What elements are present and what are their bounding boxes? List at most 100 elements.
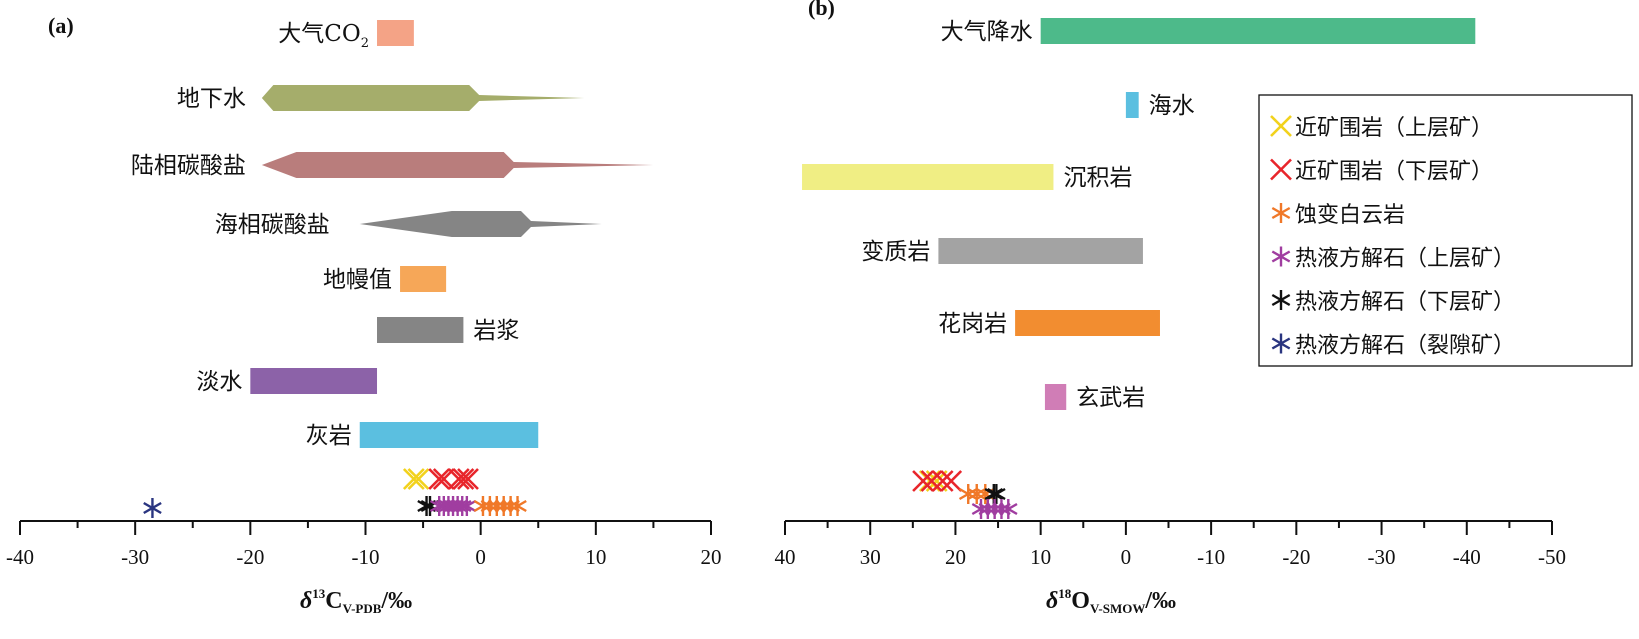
range-label-text: 沉积岩 [1063,165,1132,191]
legend-marker [1271,246,1291,267]
x-tick-label: 20 [945,545,966,569]
x-tick-label: -30 [121,545,149,569]
legend-label: 热液方解石（裂隙矿） [1295,334,1515,359]
legend-marker [1271,333,1291,354]
range-4: 地幔值 [323,266,447,293]
x-label-element: O [1071,588,1090,614]
range-bar [377,317,464,343]
range-7: 灰岩 [306,422,539,449]
legend-label: 蚀变白云岩 [1295,203,1405,228]
sample-marker [931,470,954,492]
range-label: 大气降水 [941,19,1033,45]
range-label: 沉积岩 [1063,165,1132,191]
range-3: 变质岩 [861,238,1143,265]
sample-marker [457,468,479,490]
range-label-text: 地下水 [177,86,246,112]
range-bar [1125,92,1139,118]
legend-label: 热液方解石（下层矿） [1295,290,1515,315]
range-1: 海水 [1125,92,1195,119]
panel-a: (a) -40 -30 -20 -10 0 10 20 δ13CV-PDB/‰ 大气CO2 地下水陆… [6,13,722,616]
legend-label: 近矿围岩（下层矿） [1295,160,1493,185]
x-tick-label: 0 [1121,545,1132,569]
range-label: 岩浆 [473,318,519,344]
range-label-sub: 2 [361,36,369,51]
x-label-sub: V-SMOW [1090,601,1145,616]
sample-marker [402,468,425,490]
range-label-text: 玄武岩 [1076,385,1145,411]
range-label: 花岗岩 [938,311,1007,337]
legend-marker [1271,290,1291,310]
x-tick-label: 10 [1030,545,1051,569]
sample-marker [912,470,934,492]
range-label: 海相碳酸盐 [215,212,330,238]
range-bar [802,164,1054,190]
range-4: 花岗岩 [938,310,1160,337]
x-axis-label: δ13CV-PDB/‰ [300,586,412,616]
panel-b: (b) 40 30 20 10 0 -10 -20 -30 -40 -50 δ18OV-SMOW/‰ 大… [775,0,1633,616]
range-2: 陆相碳酸盐 [131,152,654,179]
range-bar [400,266,447,292]
range-spindle [261,85,585,111]
sample-marker [920,470,943,492]
x-tick-label: -10 [352,545,380,569]
range-1: 地下水 [177,85,585,112]
x-label-sub: V-PDB [343,601,382,616]
range-bar [1044,384,1067,410]
x-label-delta: δ [1046,588,1058,614]
sample-marker [143,498,162,518]
sample-marker [967,484,987,504]
x-tick-label: 20 [701,545,722,569]
sample-marker [452,468,475,490]
x-label-element: C [325,588,342,614]
x-tick-label: -10 [1197,545,1225,569]
range-label: 地下水 [177,86,246,112]
range-label-text: 海相碳酸盐 [215,212,330,238]
x-tick-label: 30 [860,545,881,569]
x-tick-label: 0 [475,545,486,569]
range-label: 淡水 [196,369,242,395]
range-label-text: 大气降水 [941,19,1033,45]
sample-marker [417,496,436,516]
range-label: 海水 [1149,93,1195,119]
range-5: 玄武岩 [1044,384,1145,411]
sample-marker [940,470,963,492]
x-label-delta: δ [300,588,312,614]
range-label-text: 岩浆 [473,318,519,344]
range-label-text: 花岗岩 [938,311,1007,337]
x-tick-label: -20 [236,545,264,569]
range-bar [938,238,1143,264]
range-label: 陆相碳酸盐 [131,153,246,179]
legend-box [1258,94,1633,367]
x-tick-label: -20 [1282,545,1310,569]
legend-label: 热液方解石（上层矿） [1295,247,1515,272]
range-label-text: 陆相碳酸盐 [131,153,246,179]
range-2: 沉积岩 [802,164,1132,191]
range-label-text: 海水 [1149,93,1195,119]
sample-marker [457,496,477,516]
range-label-text: 变质岩 [861,239,930,265]
range-5: 岩浆 [377,317,519,344]
legend-marker [1270,115,1292,137]
x-tick-label: -40 [6,545,34,569]
range-label: 玄武岩 [1076,385,1145,411]
legend-marker [1270,158,1292,181]
sample-marker [428,468,451,490]
range-bar [1040,18,1476,44]
range-0: 大气CO2 [278,20,414,51]
range-bar [250,368,378,394]
range-spindle [261,152,654,178]
range-label-text: 大气CO [278,21,360,47]
sample-marker [998,499,1018,519]
sample-marker [975,484,995,504]
range-label-text: 淡水 [196,369,242,395]
sample-marker [987,484,1006,504]
x-axis-label: δ18OV-SMOW/‰ [1046,586,1176,616]
x-label-sup: 13 [312,586,326,601]
legend-label: 近矿围岩（上层矿） [1295,116,1493,141]
panel-label: (b) [808,0,835,20]
sample-marker [958,484,978,504]
x-label-sup: 18 [1058,586,1072,601]
range-6: 淡水 [196,368,378,395]
